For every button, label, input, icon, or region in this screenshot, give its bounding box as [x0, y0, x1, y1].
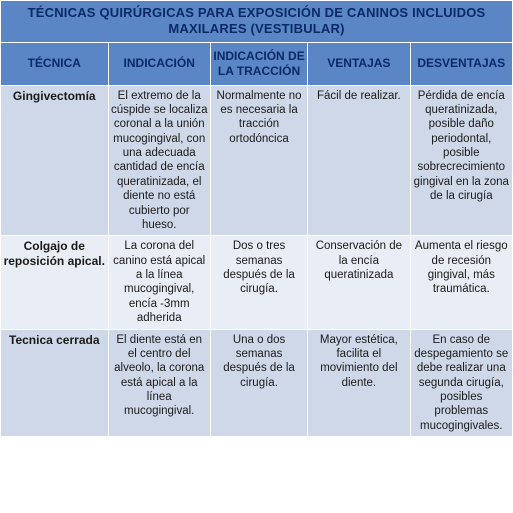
table-row: Tecnica cerrada El diente está en el cen…: [1, 329, 513, 437]
cell-indicacion: El diente está en el centro del alveolo,…: [108, 329, 210, 437]
data-table: TÉCNICAS QUIRÚRGICAS PARA EXPOSICIÓN DE …: [0, 0, 513, 437]
table-title: TÉCNICAS QUIRÚRGICAS PARA EXPOSICIÓN DE …: [1, 1, 513, 43]
cell-desventajas: En caso de despegamiento se debe realiza…: [410, 329, 512, 437]
cell-traccion: Una o dos semanas después de la cirugía.: [210, 329, 307, 437]
cell-indicacion: La corona del canino está apical a la lí…: [108, 236, 210, 329]
cell-desventajas: Aumenta el riesgo de recesión gingival, …: [410, 236, 512, 329]
cell-traccion: Dos o tres semanas después de la cirugía…: [210, 236, 307, 329]
cell-traccion: Normalmente no es necesaria la tracción …: [210, 85, 307, 236]
col-header-desventajas: DESVENTAJAS: [410, 42, 512, 85]
col-header-indicacion: INDICACIÓN: [108, 42, 210, 85]
cell-ventajas: Fácil de realizar.: [308, 85, 410, 236]
cell-indicacion: El extremo de la cúspide se localiza cor…: [108, 85, 210, 236]
header-row: TÉCNICA INDICACIÓN INDICACIÓN DE LA TRAC…: [1, 42, 513, 85]
cell-ventajas: Conservación de la encía queratinizada: [308, 236, 410, 329]
col-header-ventajas: VENTAJAS: [308, 42, 410, 85]
cell-ventajas: Mayor estética, facilita el movimiento d…: [308, 329, 410, 437]
row-label: Gingivectomía: [1, 85, 109, 236]
table-row: Colgajo de reposición apical. La corona …: [1, 236, 513, 329]
row-label: Tecnica cerrada: [1, 329, 109, 437]
col-header-traccion: INDICACIÓN DE LA TRACCIÓN: [210, 42, 307, 85]
title-row: TÉCNICAS QUIRÚRGICAS PARA EXPOSICIÓN DE …: [1, 1, 513, 43]
cell-desventajas: Pérdida de encía queratinizada, posible …: [410, 85, 512, 236]
surgical-techniques-table: TÉCNICAS QUIRÚRGICAS PARA EXPOSICIÓN DE …: [0, 0, 513, 437]
table-row: Gingivectomía El extremo de la cúspide s…: [1, 85, 513, 236]
col-header-tecnica: TÉCNICA: [1, 42, 109, 85]
row-label: Colgajo de reposición apical.: [1, 236, 109, 329]
